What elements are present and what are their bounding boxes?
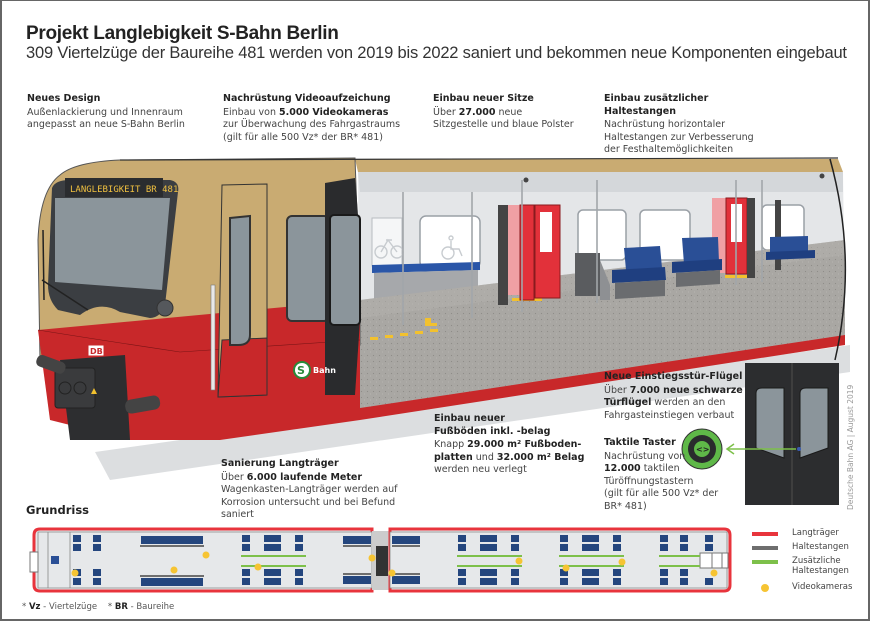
camera-dot-icon [761,584,769,592]
annotation-floor: Einbau neuer Fußböden inkl. -belag Knapp… [434,413,585,475]
annotation-design: Neues Design Außenlackierung und Innenra… [27,93,185,130]
annotation-video: Nachrüstung Videoaufzeichung Einbau von … [223,93,401,143]
legend-swatch-green [752,560,778,564]
sbahn-text: Bahn [313,366,336,375]
destination-display: LANGLEBIGKEIT BR 481 [70,185,178,195]
page-subtitle: 309 Viertelzüge der Baureihe 481 werden … [26,44,847,62]
svg-text:<>: <> [696,445,709,454]
db-logo: DB [90,347,103,356]
footnote: * Vz - Viertelzüge * BR - Baureihe [22,602,175,612]
train-exterior: LANGLEBIGKEIT BR 481 DB S Bahn [36,157,839,440]
floor-plan [29,527,732,593]
interior-cutaway [355,158,847,420]
legend-item-haltestangen: Haltestangen [752,542,852,556]
legend-swatch-grey [752,546,778,550]
page-title: Projekt Langlebigkeit S-Bahn Berlin [26,23,339,44]
annotation-poles: Einbau zusätzlicher Haltestangen Nachrüs… [604,93,754,155]
annotation-buttons: Taktile Taster Nachrüstung von 12.000 ta… [604,437,719,512]
credit-label: Deutsche Bahn AG | August 2019 [846,384,855,510]
annotation-seats: Einbau neuer Sitze Über 27.000 neue Sitz… [433,93,574,130]
annotation-frame: Sanierung Langträger Über 6.000 laufende… [221,458,398,520]
legend-item-langtraeger: Langträger [752,528,852,542]
legend-item-zusaetzliche-haltestangen: Zusätzliche Haltestangen [752,556,852,582]
floorplan-legend: Langträger Haltestangen Zusätzliche Halte… [752,528,852,596]
legend-swatch-red [752,532,778,536]
annotation-doors: Neue Einstiegsstür-Flügel Über 7.000 neu… [604,371,743,421]
legend-item-videokameras: Videokameras [752,582,852,596]
sbahn-logo: S [297,364,305,377]
floorplan-heading: Grundriss [26,503,90,517]
door-detail: <> [681,363,839,505]
